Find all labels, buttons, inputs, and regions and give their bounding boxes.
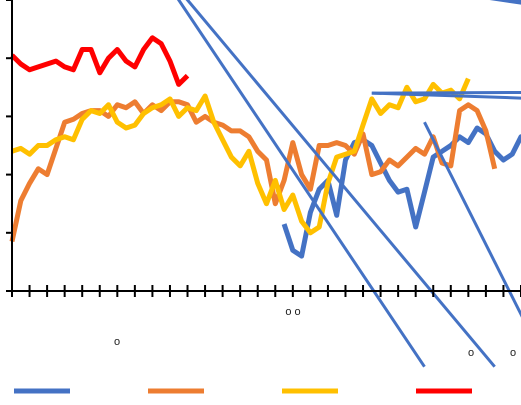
x-tick-label: o: [114, 336, 120, 348]
overlay-lines: [176, 0, 521, 368]
overlay-line: [504, 0, 521, 3]
plot-lines: [9, 35, 521, 259]
overlay-line: [176, 0, 426, 368]
series-line-3: [11, 77, 471, 236]
x-tick-labels: o o o o o: [114, 306, 516, 359]
series-line-4: [10, 35, 190, 87]
x-tick-label: o o: [285, 306, 300, 318]
x-tick-label: o: [510, 347, 516, 359]
overlay-line: [185, 0, 496, 368]
overlay-line: [489, 0, 521, 5]
y-ticks: [6, 0, 12, 292]
overlay-line: [371, 91, 521, 100]
x-ticks: [11, 285, 521, 297]
x-tick-label: o: [468, 347, 474, 359]
overlay-line: [423, 121, 521, 318]
overlay-line: [371, 91, 521, 95]
